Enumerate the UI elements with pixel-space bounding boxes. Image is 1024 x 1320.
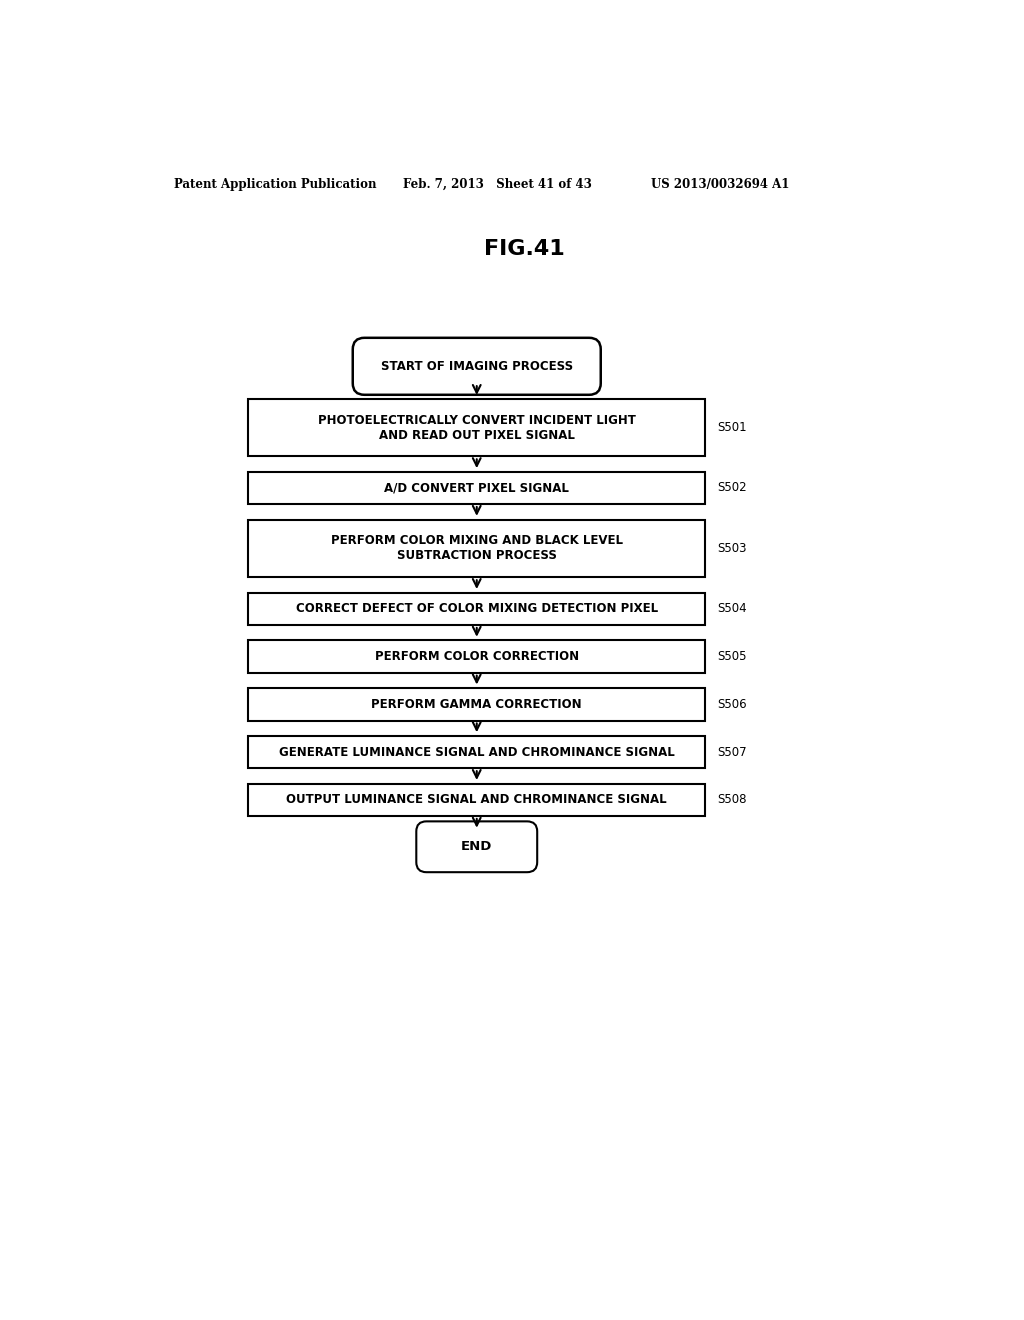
Text: FIG.41: FIG.41 [484, 239, 565, 259]
Text: S505: S505 [717, 649, 746, 663]
Text: S501: S501 [717, 421, 746, 434]
Text: PERFORM GAMMA CORRECTION: PERFORM GAMMA CORRECTION [372, 698, 582, 711]
Text: CORRECT DEFECT OF COLOR MIXING DETECTION PIXEL: CORRECT DEFECT OF COLOR MIXING DETECTION… [296, 602, 657, 615]
FancyBboxPatch shape [248, 399, 706, 457]
FancyBboxPatch shape [417, 821, 538, 873]
Text: OUTPUT LUMINANCE SIGNAL AND CHROMINANCE SIGNAL: OUTPUT LUMINANCE SIGNAL AND CHROMINANCE … [287, 793, 667, 807]
Text: S506: S506 [717, 698, 746, 711]
Text: PERFORM COLOR CORRECTION: PERFORM COLOR CORRECTION [375, 649, 579, 663]
Text: Patent Application Publication: Patent Application Publication [174, 178, 377, 190]
Text: GENERATE LUMINANCE SIGNAL AND CHROMINANCE SIGNAL: GENERATE LUMINANCE SIGNAL AND CHROMINANC… [279, 746, 675, 759]
Text: A/D CONVERT PIXEL SIGNAL: A/D CONVERT PIXEL SIGNAL [384, 482, 569, 495]
Text: PHOTOELECTRICALLY CONVERT INCIDENT LIGHT
AND READ OUT PIXEL SIGNAL: PHOTOELECTRICALLY CONVERT INCIDENT LIGHT… [317, 413, 636, 441]
FancyBboxPatch shape [248, 640, 706, 673]
FancyBboxPatch shape [248, 520, 706, 577]
FancyBboxPatch shape [248, 737, 706, 768]
Text: START OF IMAGING PROCESS: START OF IMAGING PROCESS [381, 360, 572, 372]
Text: Feb. 7, 2013   Sheet 41 of 43: Feb. 7, 2013 Sheet 41 of 43 [403, 178, 592, 190]
Text: S502: S502 [717, 482, 746, 495]
FancyBboxPatch shape [248, 593, 706, 626]
Text: S508: S508 [717, 793, 746, 807]
Text: S503: S503 [717, 543, 746, 554]
Text: US 2013/0032694 A1: US 2013/0032694 A1 [651, 178, 790, 190]
Text: S507: S507 [717, 746, 746, 759]
FancyBboxPatch shape [248, 471, 706, 504]
Text: END: END [461, 841, 493, 853]
FancyBboxPatch shape [352, 338, 601, 395]
FancyBboxPatch shape [248, 688, 706, 721]
Text: S504: S504 [717, 602, 746, 615]
FancyBboxPatch shape [248, 784, 706, 816]
Text: PERFORM COLOR MIXING AND BLACK LEVEL
SUBTRACTION PROCESS: PERFORM COLOR MIXING AND BLACK LEVEL SUB… [331, 535, 623, 562]
